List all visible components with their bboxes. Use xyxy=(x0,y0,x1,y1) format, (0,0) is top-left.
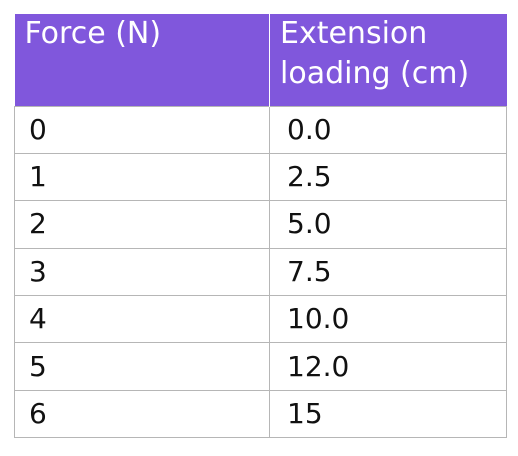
header-force: Force (N) xyxy=(14,14,270,106)
extension-cell: 10.0 xyxy=(269,295,507,344)
force-cell: 0 xyxy=(14,105,270,154)
force-cell: 5 xyxy=(14,342,270,391)
table-row: 4 10.0 xyxy=(14,295,507,344)
table-header: Force (N) Extension loading (cm) xyxy=(14,14,507,106)
data-table: Force (N) Extension loading (cm) 0 0.0 1… xyxy=(14,14,507,439)
force-cell: 3 xyxy=(14,247,270,297)
table-row: 0 0.0 xyxy=(14,105,507,154)
table-row: 5 12.0 xyxy=(14,342,507,391)
extension-cell: 7.5 xyxy=(269,247,507,297)
force-cell: 2 xyxy=(14,200,270,249)
extension-cell: 12.0 xyxy=(269,342,507,391)
header-row: Force (N) Extension loading (cm) xyxy=(14,14,507,106)
force-cell: 6 xyxy=(14,389,270,439)
header-extension: Extension loading (cm) xyxy=(269,14,507,106)
force-cell: 4 xyxy=(14,295,270,344)
table-row: 2 5.0 xyxy=(14,200,507,249)
extension-cell: 15 xyxy=(269,389,507,439)
table-body: 0 0.0 1 2.5 2 5.0 3 7.5 4 10.0 5 12.0 6 … xyxy=(14,105,507,439)
force-cell: 1 xyxy=(14,152,270,202)
table-row: 1 2.5 xyxy=(14,152,507,202)
table-row: 6 15 xyxy=(14,389,507,439)
extension-cell: 2.5 xyxy=(269,152,507,202)
extension-cell: 5.0 xyxy=(269,200,507,249)
extension-cell: 0.0 xyxy=(269,105,507,154)
table-row: 3 7.5 xyxy=(14,247,507,297)
